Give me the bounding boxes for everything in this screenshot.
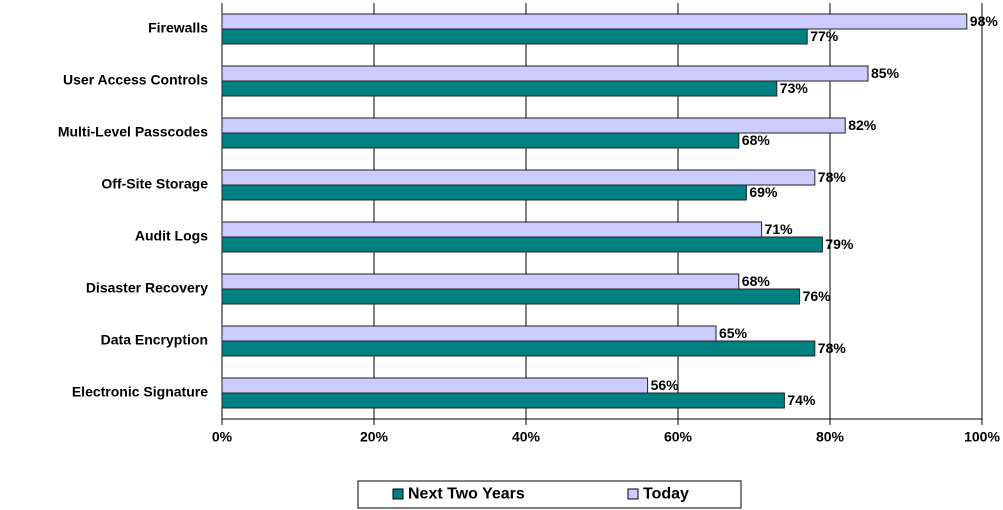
data-label: 71% xyxy=(765,221,794,237)
bar xyxy=(221,169,816,186)
data-label: 85% xyxy=(871,65,900,81)
y-tick-label: Firewalls xyxy=(148,20,208,36)
data-label: 73% xyxy=(780,80,809,96)
bar xyxy=(221,288,801,305)
data-label: 65% xyxy=(719,325,748,341)
bar xyxy=(221,377,649,394)
data-label: 82% xyxy=(848,117,877,133)
bar xyxy=(221,65,869,82)
data-label: 76% xyxy=(803,288,832,304)
bar xyxy=(221,117,846,134)
bar xyxy=(221,221,763,238)
x-tick-label: 0% xyxy=(212,429,233,445)
data-label: 56% xyxy=(651,377,680,393)
y-tick-label: Disaster Recovery xyxy=(86,280,208,296)
bar xyxy=(221,80,778,97)
legend-box xyxy=(357,480,742,509)
bar xyxy=(221,28,808,45)
x-tick-label: 80% xyxy=(816,429,845,445)
data-label: 78% xyxy=(818,340,847,356)
data-label: 74% xyxy=(787,392,816,408)
data-label: 77% xyxy=(810,28,839,44)
y-tick-label: Data Encryption xyxy=(101,332,208,348)
y-tick-label: Electronic Signature xyxy=(72,384,208,400)
data-label: 69% xyxy=(749,184,778,200)
x-tick-label: 20% xyxy=(360,429,389,445)
x-tick-label: 40% xyxy=(512,429,541,445)
y-tick-label: Off-Site Storage xyxy=(101,176,208,192)
y-tick-label: Audit Logs xyxy=(135,228,208,244)
bar xyxy=(221,236,823,253)
legend-label: Today xyxy=(643,486,689,503)
data-label: 68% xyxy=(742,132,771,148)
data-label: 68% xyxy=(742,273,771,289)
bar xyxy=(221,273,740,290)
x-tick-label: 100% xyxy=(964,429,1000,445)
y-tick-label: Multi-Level Passcodes xyxy=(58,124,208,140)
legend-label: Next Two Years xyxy=(408,486,525,503)
bar xyxy=(221,132,740,149)
legend-swatch xyxy=(627,488,639,500)
x-tick-label: 60% xyxy=(664,429,693,445)
data-label: 78% xyxy=(818,169,847,185)
bar xyxy=(221,184,747,201)
data-label: 98% xyxy=(970,13,999,29)
y-tick-label: User Access Controls xyxy=(63,72,208,88)
legend-swatch xyxy=(392,488,404,500)
bar xyxy=(221,340,816,357)
bar xyxy=(221,325,717,342)
bar xyxy=(221,392,785,409)
bar xyxy=(221,13,968,30)
data-label: 79% xyxy=(825,236,854,252)
